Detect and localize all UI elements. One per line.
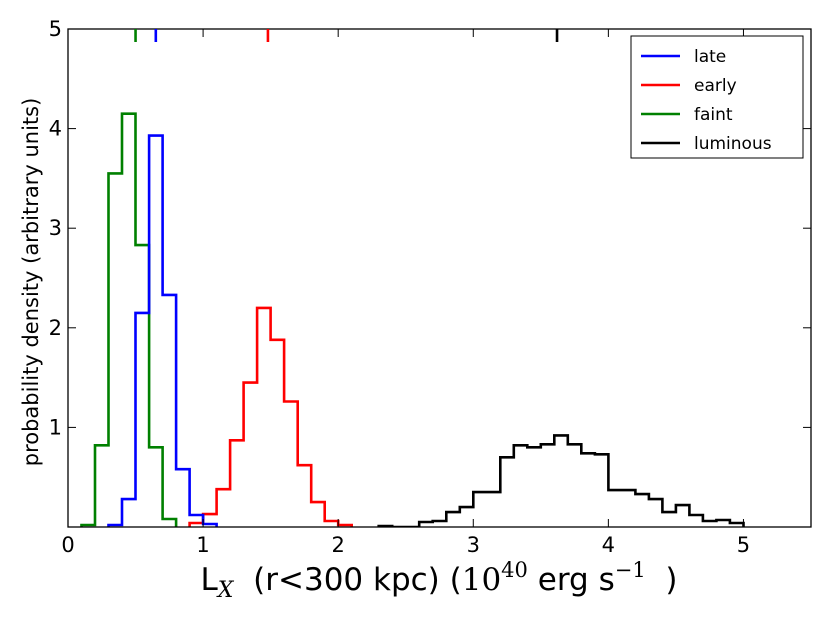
x-axis-label: LX (r<300 kpc) (1040 erg s−1 ) — [201, 558, 678, 603]
plot-frame — [67, 28, 812, 528]
axis-ticks: 0 1 2 3 4 5 1 2 3 4 5 — [49, 17, 811, 557]
y-tick-label: 3 — [49, 216, 62, 240]
x-label-unit: erg s — [528, 562, 615, 598]
x-label-middle: (r<300 kpc) ( — [233, 562, 461, 598]
x-tick-label: 2 — [331, 533, 344, 557]
x-label-l: L — [201, 562, 219, 598]
legend-label-faint: faint — [694, 105, 733, 125]
legend: late early faint luminous — [630, 35, 804, 159]
x-label-suffix: ) — [646, 562, 678, 598]
x-label-subscript: X — [216, 578, 235, 603]
histogram-late — [107, 134, 218, 527]
legend-label-luminous: luminous — [694, 134, 772, 154]
x-tick-label: 1 — [196, 533, 209, 557]
histogram-faint — [80, 112, 178, 527]
y-tick-label: 2 — [49, 316, 62, 340]
x-tick-label: 5 — [737, 533, 750, 557]
histogram-early — [188, 306, 353, 527]
histogram-luminous — [377, 434, 745, 527]
legend-label-late: late — [694, 47, 726, 67]
x-tick-label: 0 — [61, 533, 74, 557]
y-tick-label: 5 — [49, 17, 62, 41]
x-label-unit-exponent: −1 — [615, 558, 646, 582]
y-tick-label: 4 — [49, 117, 62, 141]
legend-label-early: early — [694, 76, 737, 96]
x-tick-label: 4 — [602, 533, 615, 557]
plot-area — [80, 112, 745, 527]
x-label-power-exponent: 40 — [501, 558, 528, 582]
y-tick-label: 1 — [49, 415, 62, 439]
x-label-power-base: 10 — [462, 562, 501, 598]
median-markers — [134, 29, 559, 42]
y-axis-label: probability density (arbitrary units) — [19, 98, 43, 467]
x-tick-label: 3 — [467, 533, 480, 557]
